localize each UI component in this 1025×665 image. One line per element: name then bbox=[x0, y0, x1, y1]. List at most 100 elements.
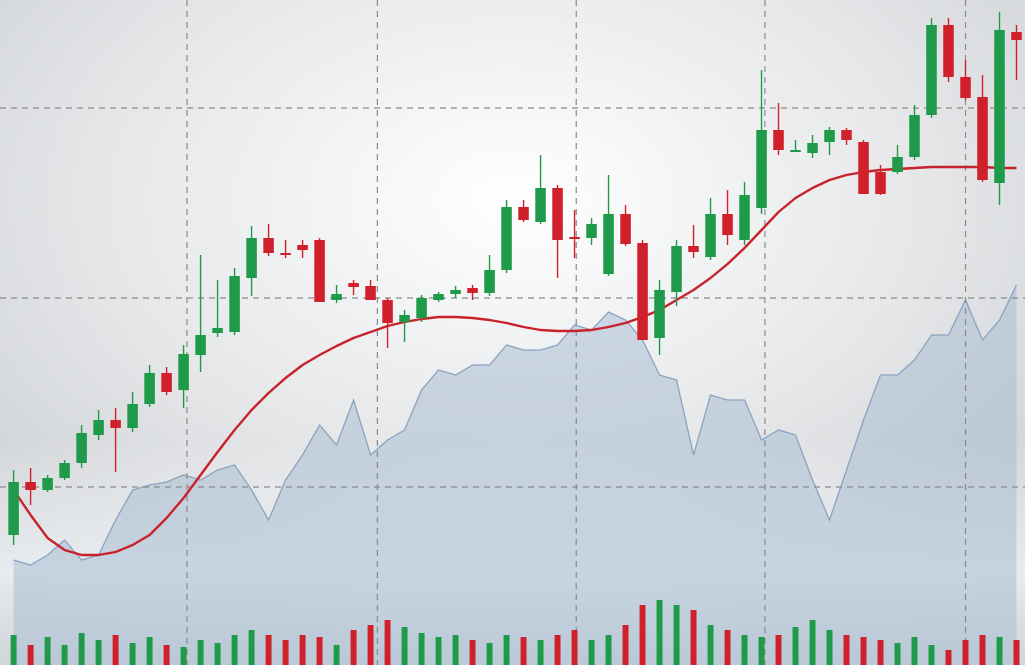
candle-body bbox=[637, 243, 648, 340]
candle-body bbox=[603, 214, 614, 274]
candle-body bbox=[127, 404, 138, 428]
candle-body bbox=[297, 245, 308, 250]
candle-body bbox=[977, 97, 988, 180]
candle-body bbox=[280, 253, 291, 255]
candle-body bbox=[25, 482, 36, 490]
volume-bar bbox=[945, 650, 952, 665]
volume-bar bbox=[775, 635, 782, 665]
volume-bar bbox=[860, 637, 867, 665]
candle-body bbox=[569, 237, 580, 239]
candle-body bbox=[841, 130, 852, 140]
volume-bar bbox=[503, 635, 510, 665]
candle-body bbox=[467, 288, 478, 293]
candle-body bbox=[144, 373, 155, 404]
volume-bar bbox=[520, 637, 527, 665]
candle-body bbox=[314, 240, 325, 302]
volume-bar bbox=[639, 605, 646, 665]
volume-bar bbox=[435, 637, 442, 665]
candle-body bbox=[399, 315, 410, 322]
candle-body bbox=[620, 214, 631, 244]
volume-bar bbox=[452, 635, 459, 665]
candle-body bbox=[552, 188, 563, 240]
candle-body bbox=[671, 246, 682, 292]
volume-bar bbox=[265, 635, 272, 665]
volume-bar bbox=[673, 605, 680, 665]
candle-body bbox=[178, 354, 189, 390]
volume-bar bbox=[418, 633, 425, 665]
volume-bar bbox=[316, 637, 323, 665]
candle-body bbox=[501, 207, 512, 270]
candle-body bbox=[76, 433, 87, 463]
candle-body bbox=[875, 172, 886, 194]
volume-bar bbox=[282, 640, 289, 665]
candle-body bbox=[756, 130, 767, 208]
volume-bar bbox=[333, 645, 340, 665]
volume-bar bbox=[401, 627, 408, 665]
volume-bar bbox=[741, 635, 748, 665]
volume-bar bbox=[95, 640, 102, 665]
volume-bar bbox=[656, 600, 663, 665]
candle-body bbox=[195, 335, 206, 355]
volume-bar bbox=[129, 643, 136, 665]
candle-body bbox=[229, 276, 240, 332]
volume-bar bbox=[231, 635, 238, 665]
candle-body bbox=[518, 207, 529, 220]
volume-bar bbox=[248, 630, 255, 665]
volume-bar bbox=[962, 640, 969, 665]
volume-bar bbox=[843, 635, 850, 665]
candle-body bbox=[212, 328, 223, 333]
candle-body bbox=[59, 463, 70, 478]
volume-bar bbox=[996, 637, 1003, 665]
candle-body bbox=[790, 150, 801, 152]
volume-bar bbox=[877, 640, 884, 665]
candle-body bbox=[739, 195, 750, 240]
candle-body bbox=[943, 25, 954, 77]
volume-bar bbox=[690, 610, 697, 665]
candle-body bbox=[331, 294, 342, 300]
area-line bbox=[13, 284, 1018, 566]
volume-bar bbox=[163, 645, 170, 665]
candle-body bbox=[42, 478, 53, 490]
area-fill bbox=[13, 285, 1017, 665]
volume-bar bbox=[554, 635, 561, 665]
moving-average-line bbox=[12, 165, 1017, 557]
volume-bar bbox=[537, 640, 544, 665]
volume-bar bbox=[911, 637, 918, 665]
volume-bar bbox=[384, 620, 391, 665]
candle-body bbox=[8, 482, 19, 535]
candle-body bbox=[263, 238, 274, 253]
volume-bar bbox=[61, 645, 68, 665]
volume-bar bbox=[367, 625, 374, 665]
volume-bar bbox=[979, 635, 986, 665]
candle-body bbox=[416, 298, 427, 318]
volume-bar bbox=[214, 643, 221, 665]
volume-bar bbox=[350, 630, 357, 665]
candle-body bbox=[654, 290, 665, 338]
volume-bar bbox=[27, 645, 34, 665]
candle-body bbox=[93, 420, 104, 435]
candle-body bbox=[722, 214, 733, 235]
candle-body bbox=[807, 143, 818, 153]
volume-bar bbox=[197, 640, 204, 665]
volume-bar bbox=[622, 625, 629, 665]
volume-bar bbox=[826, 630, 833, 665]
candle-body bbox=[994, 30, 1005, 183]
volume-bar bbox=[44, 637, 51, 665]
candle-body bbox=[382, 300, 393, 323]
volume-bar bbox=[469, 640, 476, 665]
volume-bar bbox=[146, 637, 153, 665]
candle-body bbox=[1011, 32, 1022, 40]
volume-bar bbox=[894, 643, 901, 665]
candle-body bbox=[926, 25, 937, 115]
candle-body bbox=[484, 270, 495, 293]
volume-bar bbox=[571, 630, 578, 665]
candle-body bbox=[110, 420, 121, 428]
volume-bar bbox=[809, 620, 816, 665]
volume-bar bbox=[299, 635, 306, 665]
volume-bar bbox=[180, 647, 187, 665]
candle-body bbox=[892, 157, 903, 172]
candle-body bbox=[450, 290, 461, 294]
candle-body bbox=[586, 224, 597, 238]
candle-body bbox=[688, 246, 699, 252]
